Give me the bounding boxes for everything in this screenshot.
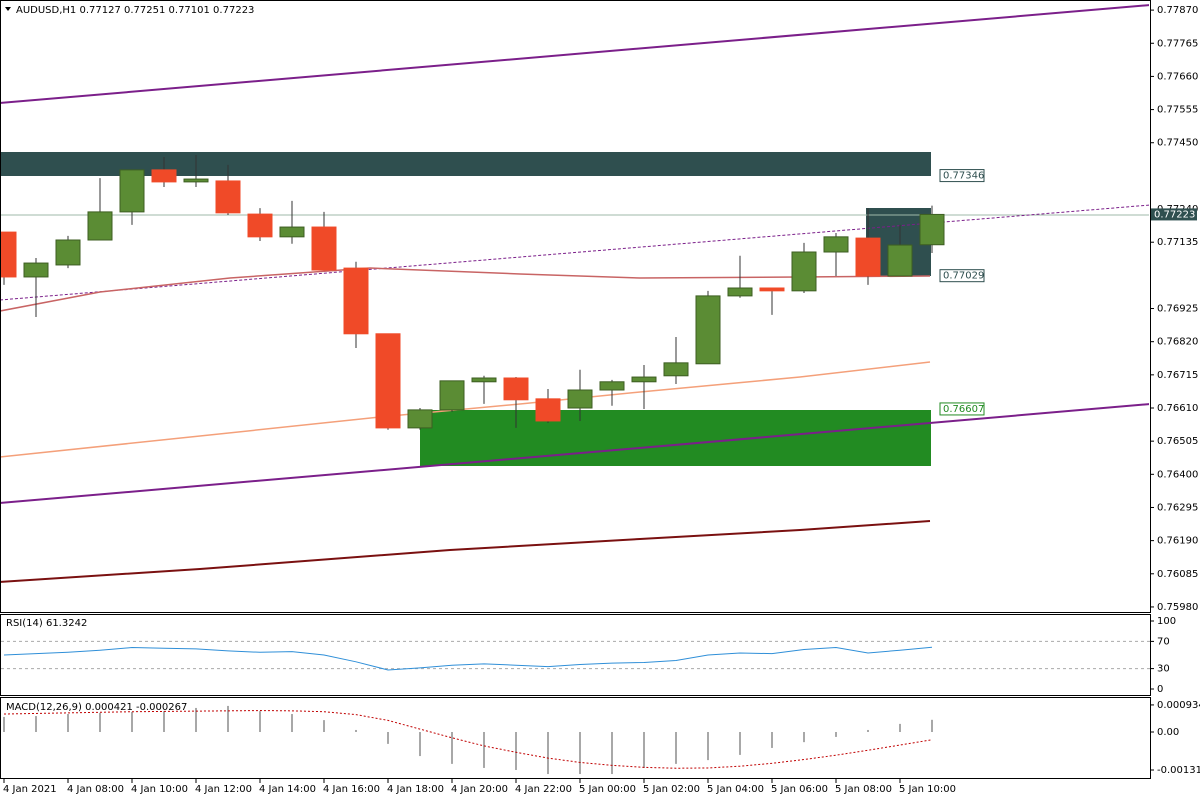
y-tick-label: 100 [1157,616,1176,627]
candle-body [1,231,17,278]
y-tick-label: 0.76610 [1157,403,1198,414]
candle-body [919,213,945,246]
x-tick-label: 5 Jan 06:00 [771,784,828,795]
y-tick-label: 0.76715 [1157,370,1198,381]
candle-body [439,380,465,411]
candle-body [311,226,337,271]
candle-body [407,409,433,429]
y-tick-label: 0.76190 [1157,536,1198,547]
x-tick-label: 4 Jan 2021 [3,784,57,795]
candle-body [727,287,753,297]
x-tick-label: 5 Jan 02:00 [643,784,700,795]
y-tick-label: 0.77765 [1157,38,1198,49]
candle-body [631,376,657,383]
candle-body [215,180,241,214]
y-tick-label: 0.77135 [1157,237,1198,248]
macd-panel-border [0,697,1151,779]
x-tick-label: 4 Jan 22:00 [515,784,572,795]
y-tick-label: 0.77555 [1157,105,1198,116]
candle-body [855,237,881,277]
current-price-box [1151,208,1197,221]
y-tick-label: 0.77870 [1157,5,1198,16]
candle-body [695,295,721,365]
price-tag: 0.77346 [943,171,984,182]
y-tick-label: 0.76085 [1157,569,1198,580]
y-tick-label: 0.75980 [1157,602,1198,613]
candle-body [663,362,689,377]
rsi-header: RSI(14) 61.3242 [6,618,87,629]
candle-body [791,251,817,292]
y-tick-label: 0.000934 [1157,700,1200,711]
channel-mid [1,204,1149,301]
candles [1,155,945,430]
rsi-panel-border [0,614,1151,696]
y-tick-label: 70 [1157,636,1170,647]
candle-body [343,267,369,335]
candle-body [247,213,273,238]
x-tick-label: 4 Jan 12:00 [195,784,252,795]
rsi-line [3,646,933,671]
candle-body [599,381,625,391]
candle-body [567,389,593,409]
moving-average-fast [1,267,931,312]
y-tick-label: 0.76400 [1157,469,1198,480]
y-tick-label: 0.76295 [1157,502,1198,513]
candle-body [151,169,177,183]
x-tick-label: 5 Jan 08:00 [835,784,892,795]
x-tick-label: 4 Jan 10:00 [131,784,188,795]
price-tag-box [939,169,985,183]
x-tick-label: 4 Jan 14:00 [259,784,316,795]
candle-body [823,236,849,253]
candle-body [23,262,49,278]
y-tick-label: 0.76925 [1157,304,1198,315]
candle-body [183,178,209,183]
candle-body [471,377,497,383]
y-tick-label: 0.77450 [1157,138,1198,149]
candle-body [55,239,81,266]
channel-upper [1,4,1149,104]
main-panel-border [0,0,1151,613]
y-tick-label: 0.00 [1157,727,1179,738]
x-tick-label: 5 Jan 04:00 [707,784,764,795]
channel-lower [1,403,1149,504]
y-tick-label: 0.77660 [1157,71,1198,82]
candle-body [119,169,145,213]
macd-header: MACD(12,26,9) 0.000421 -0.000267 [6,702,187,713]
y-tick-label: 0 [1157,684,1163,695]
candle-body [759,287,785,292]
x-tick-label: 5 Jan 00:00 [579,784,636,795]
x-tick-label: 5 Jan 10:00 [899,784,956,795]
moving-average-slow [1,520,931,583]
x-tick-label: 4 Jan 18:00 [387,784,444,795]
y-tick-label: 0.76820 [1157,337,1198,348]
candle-body [87,211,113,241]
price-tag-box [939,402,985,416]
support-zone [420,410,931,466]
y-tick-label: 0.76505 [1157,436,1198,447]
price-tag: 0.77029 [943,271,984,282]
price-tag-box [939,269,985,283]
candle-body [503,377,529,401]
x-tick-label: 4 Jan 20:00 [451,784,508,795]
symbol-header: AUDUSD,H1 0.77127 0.77251 0.77101 0.7722… [16,5,254,16]
menu-arrow[interactable] [5,7,11,11]
moving-average-mid [1,361,931,458]
candle-body [375,333,401,429]
candle-body [535,398,561,422]
drawings [1,4,1149,583]
x-tick-label: 4 Jan 16:00 [323,784,380,795]
x-tick-label: 4 Jan 08:00 [67,784,124,795]
y-tick-label: 30 [1157,664,1170,675]
price-tag: 0.76607 [943,404,984,415]
candle-body [279,226,305,238]
y-tick-label: -0.001311 [1157,765,1200,776]
current-price-label: 0.77223 [1154,209,1195,220]
candle-body [887,244,913,277]
